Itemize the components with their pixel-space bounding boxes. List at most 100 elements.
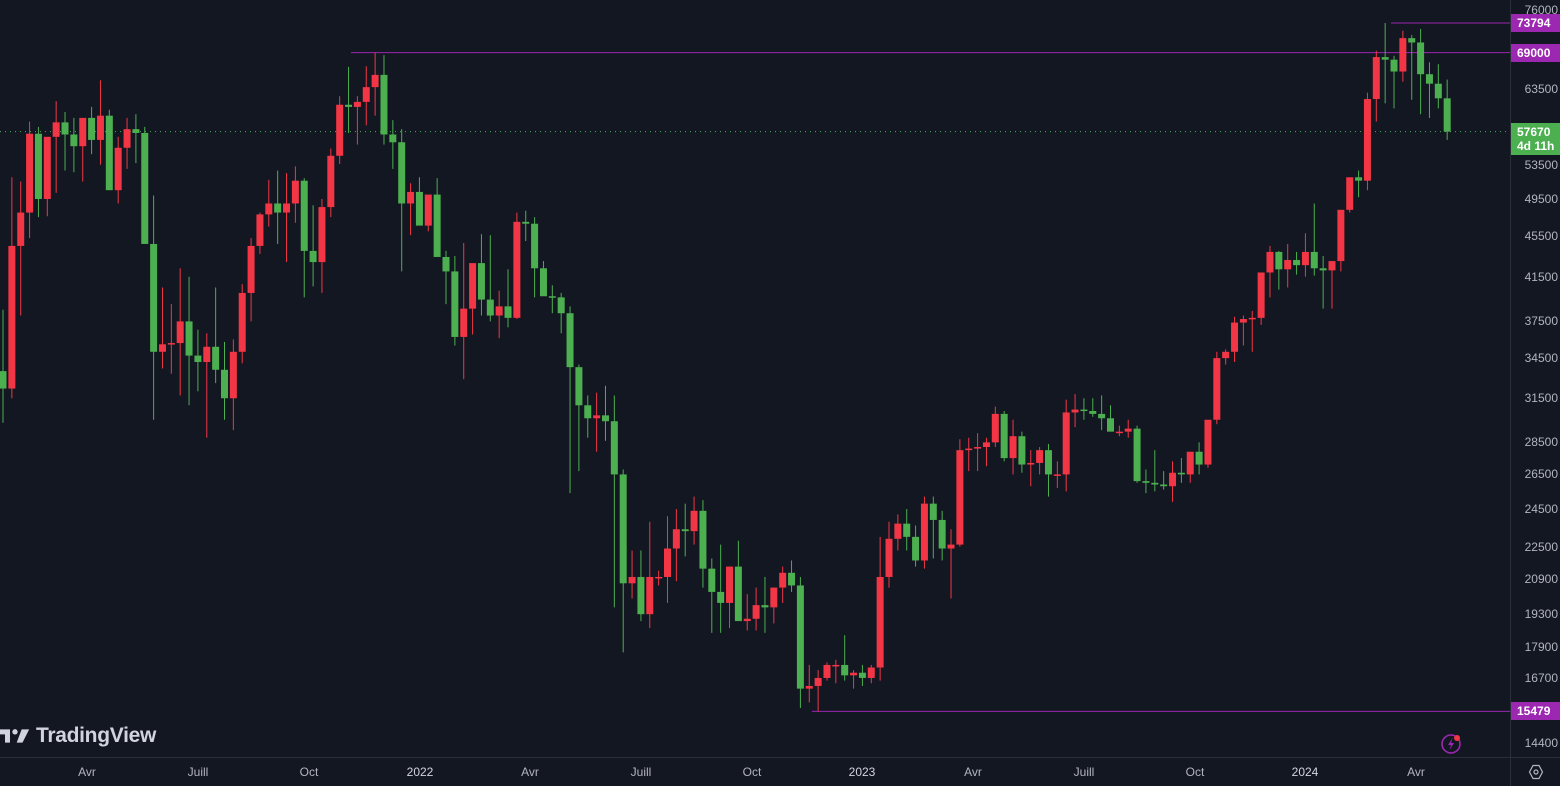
- candle-body[interactable]: [566, 313, 574, 368]
- candle-body[interactable]: [1009, 436, 1017, 459]
- candle-body[interactable]: [974, 447, 982, 449]
- candle-body[interactable]: [389, 134, 397, 143]
- candle-body[interactable]: [309, 250, 317, 263]
- candle-body[interactable]: [690, 510, 698, 532]
- candle-body[interactable]: [646, 576, 654, 615]
- candle-body[interactable]: [557, 297, 565, 314]
- candle-body[interactable]: [1310, 251, 1318, 269]
- candle-body[interactable]: [628, 576, 636, 584]
- candle-body[interactable]: [1000, 413, 1008, 459]
- candle-body[interactable]: [858, 672, 866, 678]
- candle-body[interactable]: [141, 132, 149, 244]
- candle-body[interactable]: [424, 194, 432, 226]
- candle-body[interactable]: [1044, 450, 1052, 475]
- candle-body[interactable]: [841, 664, 849, 676]
- tradingview-logo[interactable]: TradingView: [0, 724, 156, 748]
- candle-body[interactable]: [114, 147, 122, 191]
- candle-body[interactable]: [185, 321, 193, 356]
- candle-body[interactable]: [796, 585, 804, 689]
- candle-body[interactable]: [734, 566, 742, 622]
- candle-body[interactable]: [1115, 431, 1123, 434]
- candlestick-plot[interactable]: [0, 0, 1510, 757]
- candle-body[interactable]: [123, 129, 131, 148]
- candle-body[interactable]: [699, 510, 707, 569]
- candle-body[interactable]: [1319, 268, 1327, 271]
- candle-body[interactable]: [1346, 177, 1354, 210]
- candle-body[interactable]: [407, 191, 415, 204]
- candle-body[interactable]: [1018, 436, 1026, 465]
- candle-body[interactable]: [788, 572, 796, 586]
- candle-body[interactable]: [176, 321, 184, 344]
- candle-body[interactable]: [1355, 177, 1363, 181]
- candle-body[interactable]: [867, 667, 875, 678]
- candle-body[interactable]: [1080, 409, 1088, 412]
- candle-body[interactable]: [876, 576, 884, 668]
- candle-body[interactable]: [380, 74, 388, 135]
- candle-body[interactable]: [61, 122, 69, 135]
- candle-body[interactable]: [548, 296, 556, 298]
- candle-body[interactable]: [1399, 38, 1407, 72]
- candle-body[interactable]: [1098, 413, 1106, 419]
- candle-body[interactable]: [593, 415, 601, 419]
- candle-body[interactable]: [779, 572, 787, 588]
- candle-body[interactable]: [17, 212, 25, 246]
- candle-body[interactable]: [1089, 411, 1097, 414]
- candle-body[interactable]: [398, 142, 406, 204]
- candle-body[interactable]: [504, 306, 512, 318]
- candle-body[interactable]: [947, 544, 955, 549]
- candle-body[interactable]: [283, 203, 291, 213]
- candle-body[interactable]: [903, 523, 911, 537]
- candle-body[interactable]: [1372, 57, 1380, 100]
- candle-body[interactable]: [770, 587, 778, 608]
- candle-body[interactable]: [1062, 412, 1070, 475]
- candle-body[interactable]: [681, 529, 689, 532]
- candle-body[interactable]: [726, 566, 734, 603]
- candle-body[interactable]: [920, 503, 928, 561]
- chart-settings-button[interactable]: [1510, 757, 1560, 786]
- candle-body[interactable]: [1275, 251, 1283, 270]
- candle-body[interactable]: [1328, 261, 1336, 271]
- candle-body[interactable]: [256, 214, 264, 246]
- candle-body[interactable]: [469, 263, 477, 309]
- candle-body[interactable]: [433, 194, 441, 257]
- candle-body[interactable]: [1169, 472, 1177, 487]
- candle-body[interactable]: [486, 299, 494, 316]
- candle-body[interactable]: [929, 503, 937, 520]
- candle-body[interactable]: [212, 346, 220, 370]
- candle-body[interactable]: [982, 442, 990, 448]
- candle-body[interactable]: [743, 618, 751, 622]
- flash-alert-button[interactable]: [1440, 733, 1462, 755]
- candle-body[interactable]: [1107, 418, 1114, 432]
- candle-body[interactable]: [664, 548, 671, 577]
- candle-body[interactable]: [52, 122, 60, 137]
- candle-body[interactable]: [1425, 74, 1433, 84]
- candle-body[interactable]: [70, 134, 78, 147]
- candle-body[interactable]: [105, 115, 113, 191]
- candle-body[interactable]: [247, 245, 255, 293]
- candle-body[interactable]: [522, 221, 530, 224]
- candle-body[interactable]: [539, 268, 547, 297]
- candle-body[interactable]: [477, 263, 485, 300]
- candle-body[interactable]: [221, 369, 228, 399]
- candle-body[interactable]: [0, 371, 7, 389]
- candle-body[interactable]: [1417, 42, 1425, 75]
- candle-body[interactable]: [1036, 450, 1044, 463]
- candle-body[interactable]: [194, 355, 202, 362]
- candle-body[interactable]: [415, 191, 423, 226]
- candle-body[interactable]: [761, 605, 769, 608]
- candle-body[interactable]: [1266, 251, 1274, 273]
- candle-body[interactable]: [1284, 260, 1292, 270]
- candle-body[interactable]: [1363, 99, 1371, 181]
- candle-body[interactable]: [938, 519, 946, 549]
- candle-body[interactable]: [1142, 481, 1150, 483]
- candle-body[interactable]: [1151, 482, 1159, 485]
- candle-body[interactable]: [708, 568, 716, 592]
- candle-body[interactable]: [150, 243, 158, 352]
- candle-body[interactable]: [167, 343, 175, 345]
- candle-body[interactable]: [1248, 317, 1256, 320]
- candle-body[interactable]: [717, 591, 725, 603]
- candle-body[interactable]: [1434, 83, 1442, 99]
- candle-body[interactable]: [584, 405, 592, 419]
- candle-body[interactable]: [336, 104, 344, 156]
- candle-body[interactable]: [1071, 409, 1079, 413]
